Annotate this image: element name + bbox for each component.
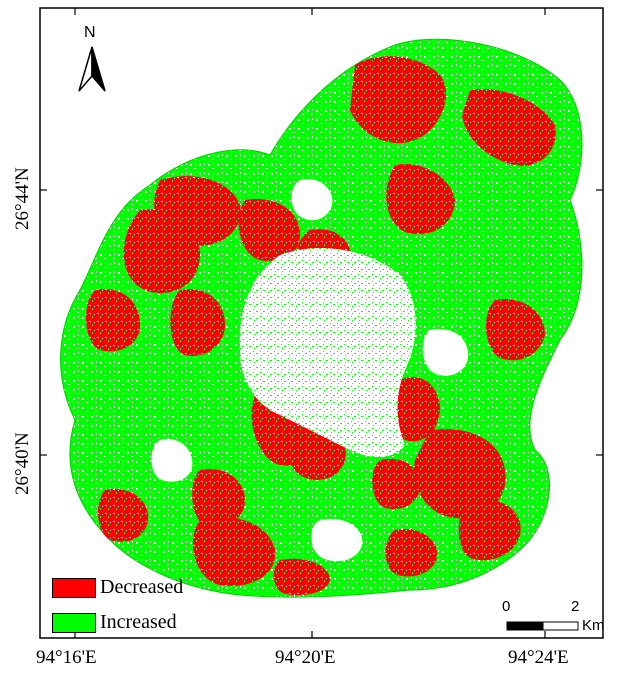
legend-swatch-increased [52, 613, 96, 633]
white-patch-3 [151, 439, 193, 482]
legend-swatch-decreased [52, 578, 96, 598]
map-frame-border [39, 7, 604, 639]
scale-unit: Km [582, 617, 605, 634]
lon-label-94-16: 94°16'E [36, 647, 97, 668]
north-arrow-icon [78, 46, 106, 92]
scale-bar-black [506, 621, 544, 631]
legend-label-increased: Increased [100, 611, 177, 633]
central-core [239, 247, 416, 457]
lat-label-26-44: 26°44'N [12, 167, 33, 230]
white-patch-2 [422, 329, 469, 376]
white-patch-4 [311, 518, 363, 562]
legend-label-decreased: Decreased [100, 576, 184, 598]
scale-tick-0: 0 [502, 598, 511, 615]
lon-label-94-24: 94°24'E [508, 647, 569, 668]
lat-label-26-40: 26°40'N [12, 432, 33, 495]
north-label: N [84, 24, 96, 41]
decreased-patches [85, 56, 556, 596]
scale-bar-white [542, 621, 579, 631]
scale-tick-2: 2 [571, 598, 580, 615]
lon-label-94-20: 94°20'E [275, 647, 336, 668]
white-patch-1 [291, 179, 333, 221]
study-area [60, 38, 583, 598]
scale-bar [506, 621, 579, 631]
